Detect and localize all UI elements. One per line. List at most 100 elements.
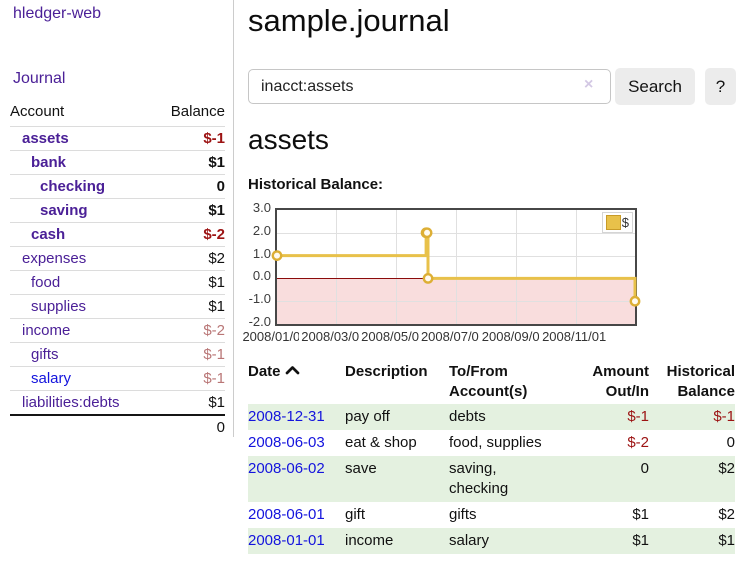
sidebar-account-balance: $-1 — [153, 342, 225, 367]
sidebar-account-link-salary[interactable]: salary — [31, 370, 72, 387]
register-balance-cell: $1 — [718, 532, 735, 549]
sidebar-account-balance: 0 — [153, 174, 225, 199]
sidebar-total-balance: 0 — [153, 414, 225, 439]
register-date-cell: 2008-06-02 — [248, 456, 345, 502]
chart-plot: $ — [271, 208, 641, 326]
sidebar-account-row: checking 0 — [10, 174, 225, 199]
sidebar-account-row: saving $1 — [10, 198, 225, 223]
sidebar-account-link-saving[interactable]: saving — [40, 202, 88, 219]
sidebar-account-balance: $1 — [153, 150, 225, 175]
register-accounts-cell: gifts — [449, 506, 477, 523]
sidebar-account-link-liabilities-debts[interactable]: liabilities:debts — [22, 394, 120, 411]
sidebar-account-link-bank[interactable]: bank — [31, 154, 67, 171]
account-title: assets — [248, 124, 329, 155]
sidebar-account-link-supplies[interactable]: supplies — [31, 298, 87, 315]
register-description-cell: save — [345, 460, 377, 477]
v-gridline — [576, 210, 578, 324]
brand-link[interactable]: hledger-web — [13, 5, 102, 22]
sidebar-account-row: liabilities:debts $1 — [10, 390, 225, 415]
register-date-cell: 2008-12-31 — [248, 404, 345, 430]
sidebar-account-link-food[interactable]: food — [31, 274, 61, 291]
register-amount-cell: $1 — [632, 532, 649, 549]
date-sort-header[interactable]: Date — [248, 360, 345, 404]
register-amount-cell: $-1 — [627, 408, 649, 425]
chart-title: Historical Balance: — [248, 176, 384, 193]
transaction-date-link[interactable]: 2008-06-03 — [248, 434, 325, 451]
sidebar-account-row: assets $-1 — [10, 126, 225, 151]
search-button[interactable]: Search — [615, 68, 695, 105]
sort-asc-icon — [285, 366, 299, 375]
register-balance-cell: $2 — [718, 460, 735, 477]
v-gridline — [455, 210, 457, 324]
transaction-date-link[interactable]: 2008-06-01 — [248, 506, 325, 523]
data-point-marker — [421, 227, 433, 239]
sidebar-account-link-gifts[interactable]: gifts — [31, 346, 59, 363]
sidebar-account-link-income[interactable]: income — [22, 322, 71, 339]
sidebar-item-journal[interactable]: Journal — [13, 70, 66, 87]
register-balance-cell: $2 — [718, 506, 735, 523]
amount-header: Amount Out/In — [592, 363, 649, 400]
y-tick-label: -2.0 — [248, 314, 271, 329]
transaction-date-link[interactable]: 2008-12-31 — [248, 408, 325, 425]
register-balance-cell: $-1 — [713, 408, 735, 425]
sidebar-account-cell: expenses — [10, 246, 154, 271]
transaction-date-link[interactable]: 2008-01-01 — [248, 532, 325, 549]
register-header-row: Date Description To/From Account(s) Amou… — [248, 360, 735, 404]
sidebar-account-cell: income — [10, 318, 154, 343]
sidebar-account-link-checking[interactable]: checking — [40, 178, 106, 195]
help-button[interactable]: ? — [705, 68, 736, 105]
register-balance-cell: 0 — [726, 434, 735, 451]
x-tick-label: 2008/11/01 — [539, 329, 610, 344]
register-row: 2008-06-02 save saving, checking 0 $2 — [248, 456, 735, 502]
sidebar-accounts-body: assets $-1 bank $1 checking 0 saving $1 cash $-2 e… — [10, 126, 225, 415]
register-accounts-cell: debts — [449, 408, 486, 425]
clear-search-icon[interactable]: × — [584, 76, 594, 93]
register-accounts-cell: saving, checking — [449, 460, 509, 497]
sidebar-account-row: income $-2 — [10, 318, 225, 343]
y-tick-label: -1.0 — [248, 291, 271, 307]
y-tick-label: 3.0 — [252, 200, 271, 215]
register-date-cell: 2008-06-03 — [248, 430, 345, 456]
sidebar-account-header: Account — [10, 103, 65, 120]
register-amount-cell: $-2 — [627, 434, 649, 451]
sidebar-account-row: salary $-1 — [10, 366, 225, 391]
register-date-cell: 2008-06-01 — [248, 502, 345, 528]
register-description-cell: pay off — [345, 408, 390, 425]
sidebar-account-balance: $1 — [153, 390, 225, 415]
v-gridline — [516, 210, 518, 324]
x-tick-label: 2008/05/01 — [358, 329, 429, 344]
data-point-marker — [271, 250, 283, 261]
register-row: 2008-06-03 eat & shop food, supplies $-2 0 — [248, 430, 735, 456]
register-amount-cell: 0 — [640, 460, 649, 477]
sidebar-account-cell: food — [10, 270, 154, 295]
sidebar-account-link-expenses[interactable]: expenses — [22, 250, 87, 267]
v-gridline — [335, 210, 337, 324]
sidebar-total-row: 0 — [10, 414, 225, 439]
x-tick-label: 2008/01/01 — [240, 329, 310, 344]
sidebar-account-row: supplies $1 — [10, 294, 225, 319]
x-tick-label: 2008/07/01 — [418, 329, 489, 344]
sidebar-account-balance: $1 — [153, 198, 225, 223]
register-description-cell: gift — [345, 506, 366, 523]
y-tick-label: 1.0 — [252, 245, 271, 261]
sidebar-account-cell: checking — [10, 174, 154, 199]
sidebar-account-link-assets[interactable]: assets — [22, 130, 69, 147]
chart-legend: $ — [601, 212, 633, 233]
sidebar-balance-header: Balance — [170, 103, 225, 120]
sidebar-account-balance: $2 — [153, 246, 225, 271]
transaction-date-link[interactable]: 2008-06-02 — [248, 460, 325, 477]
search-input[interactable] — [248, 69, 611, 104]
sidebar-account-cell: supplies — [10, 294, 154, 319]
historical-balance-chart: $ 3.0 2.0 1.0 0.0 -1.0 -2.0 2008/01/01 2008/03/… — [240, 200, 742, 350]
sidebar-account-balance: $-2 — [153, 318, 225, 343]
register-accounts-cell: food, supplies — [449, 434, 542, 451]
accounts-header: To/From Account(s) — [449, 363, 528, 400]
sidebar-account-cell: liabilities:debts — [10, 390, 154, 415]
legend-label: $ — [621, 215, 629, 230]
x-tick-label: 2008/09/01 — [479, 329, 550, 344]
register-table: Date Description To/From Account(s) Amou… — [248, 360, 735, 554]
search-bar: × Search ? — [248, 68, 742, 105]
sidebar-account-link-cash[interactable]: cash — [31, 226, 66, 243]
sidebar-account-cell: bank — [10, 150, 154, 175]
